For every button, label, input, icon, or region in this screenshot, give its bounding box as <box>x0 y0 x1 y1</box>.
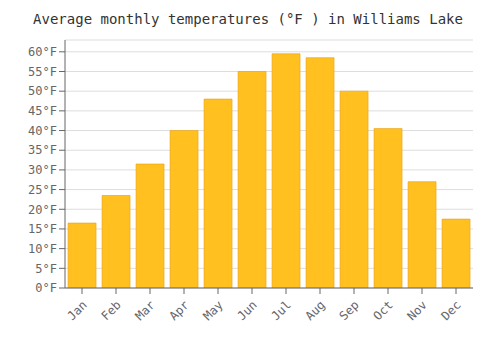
svg-text:5°F: 5°F <box>35 262 57 276</box>
svg-text:0°F: 0°F <box>35 281 57 295</box>
svg-text:45°F: 45°F <box>28 104 57 118</box>
svg-text:25°F: 25°F <box>28 183 57 197</box>
svg-text:Sep: Sep <box>337 298 362 323</box>
html-text:Average monthly temperatures (: Average monthly temperatures (°F ) in Wi… <box>33 11 463 27</box>
svg-text:May: May <box>201 298 226 323</box>
svg-text:Aug: Aug <box>303 298 328 323</box>
svg-text:40°F: 40°F <box>28 124 57 138</box>
svg-text:Feb: Feb <box>99 298 124 323</box>
svg-text:30°F: 30°F <box>28 163 57 177</box>
svg-text:Jan: Jan <box>65 298 90 323</box>
svg-text:Nov: Nov <box>405 298 430 323</box>
svg-text:50°F: 50°F <box>28 84 57 98</box>
svg-text:60°F: 60°F <box>28 45 57 59</box>
svg-text:35°F: 35°F <box>28 143 57 157</box>
svg-text:Apr: Apr <box>167 298 192 323</box>
svg-text:Jun: Jun <box>235 298 260 323</box>
svg-text:Oct: Oct <box>371 298 396 323</box>
svg-text:Jul: Jul <box>269 298 294 323</box>
svg-text:20°F: 20°F <box>28 203 57 217</box>
svg-text:Mar: Mar <box>133 298 158 323</box>
svg-text:10°F: 10°F <box>28 242 57 256</box>
svg-text:Dec: Dec <box>439 298 464 323</box>
svg-text:55°F: 55°F <box>28 65 57 79</box>
svg-text:15°F: 15°F <box>28 222 57 236</box>
